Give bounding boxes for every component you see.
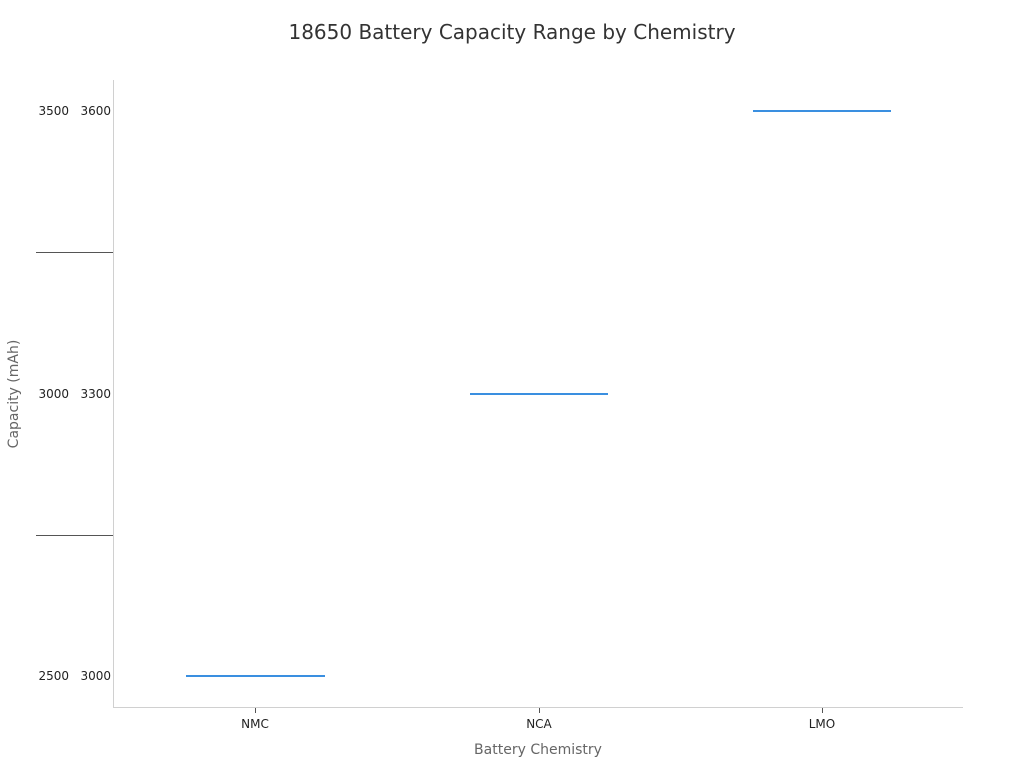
x-tick-label-nca: NCA [526,717,552,731]
x-axis-label: Battery Chemistry [474,742,602,758]
chart-title: 18650 Battery Capacity Range by Chemistr… [288,20,736,44]
y-tick-label: 3500 3600 [38,104,111,118]
x-axis-line [113,707,963,708]
y-category-divider [36,252,113,253]
y-tick-label: 2500 3000 [38,669,111,683]
y-tick-label: 3000 3300 [38,387,111,401]
y-axis-line [113,80,114,708]
nca-range-line [470,393,608,395]
nmc-range-line [186,675,325,677]
x-tick-mark [822,708,823,713]
x-tick-label-lmo: LMO [808,717,836,731]
x-tick-label-nmc: NMC [241,717,269,731]
y-axis-label: Capacity (mAh) [6,339,22,449]
y-category-divider [36,535,113,536]
x-tick-mark [255,708,256,713]
x-tick-mark [539,708,540,713]
lmo-range-line [753,110,891,112]
